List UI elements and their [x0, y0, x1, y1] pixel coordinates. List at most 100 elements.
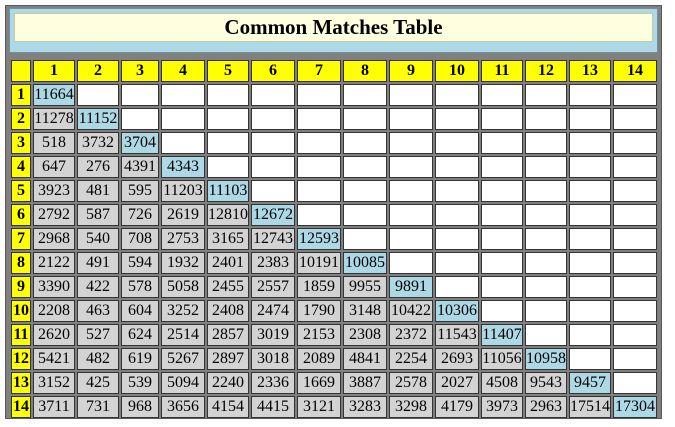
empty-cell [481, 180, 523, 202]
column-header-5: 5 [207, 60, 249, 82]
table-cell: 4415 [251, 396, 295, 418]
empty-cell [613, 180, 657, 202]
table-cell: 2401 [207, 252, 249, 274]
diagonal-cell: 11407 [481, 324, 523, 346]
empty-cell [343, 228, 387, 250]
row-header-2: 2 [11, 108, 31, 130]
empty-cell [297, 180, 341, 202]
empty-cell [569, 84, 611, 106]
table-cell: 594 [121, 252, 159, 274]
empty-cell [435, 132, 479, 154]
row-header-8: 8 [11, 252, 31, 274]
header-row: 1 2 3 4 5 6 7 8 9 10 11 12 13 14 [11, 60, 657, 82]
empty-cell [569, 228, 611, 250]
table-cell: 3019 [251, 324, 295, 346]
diagonal-cell: 12672 [251, 204, 295, 226]
empty-cell [121, 108, 159, 130]
matches-table-frame: Common Matches Table 1 2 3 4 5 6 7 8 9 10 11 12 13 14… [5, 5, 662, 419]
table-cell: 1669 [297, 372, 341, 394]
table-cell: 2968 [33, 228, 75, 250]
row-header-3: 3 [11, 132, 31, 154]
empty-cell [207, 132, 249, 154]
empty-cell [343, 84, 387, 106]
empty-cell [569, 204, 611, 226]
table-cell: 3152 [33, 372, 75, 394]
empty-cell [613, 156, 657, 178]
table-cell: 2208 [33, 300, 75, 322]
empty-cell [481, 252, 523, 274]
table-cell: 2308 [343, 324, 387, 346]
table-row: 13 3152 425 539 5094 2240 2336 1669 3887 2578 2027… [11, 372, 657, 394]
table-cell: 5421 [33, 348, 75, 370]
empty-cell [207, 84, 249, 106]
column-header-12: 12 [525, 60, 567, 82]
column-header-10: 10 [435, 60, 479, 82]
row-header-7: 7 [11, 228, 31, 250]
table-row: 1 11664 [11, 84, 657, 106]
empty-cell [525, 132, 567, 154]
table-cell: 540 [77, 228, 119, 250]
table-cell: 3973 [481, 396, 523, 418]
table-cell: 4154 [207, 396, 249, 418]
table-cell: 968 [121, 396, 159, 418]
empty-cell [161, 108, 205, 130]
empty-cell [613, 108, 657, 130]
empty-cell [481, 228, 523, 250]
empty-cell [343, 180, 387, 202]
table-cell: 10191 [297, 252, 341, 274]
empty-cell [435, 156, 479, 178]
diagonal-cell: 10085 [343, 252, 387, 274]
empty-cell [251, 156, 295, 178]
table-cell: 2792 [33, 204, 75, 226]
table-row: 11 2620 527 624 2514 2857 3019 2153 2308 2372 1154… [11, 324, 657, 346]
table-cell: 604 [121, 300, 159, 322]
table-cell: 4391 [121, 156, 159, 178]
table-cell: 3018 [251, 348, 295, 370]
column-header-11: 11 [481, 60, 523, 82]
empty-cell [297, 156, 341, 178]
empty-cell [481, 132, 523, 154]
empty-cell [525, 252, 567, 274]
table-cell: 2372 [389, 324, 433, 346]
empty-cell [569, 348, 611, 370]
row-header-4: 4 [11, 156, 31, 178]
table-cell: 10422 [389, 300, 433, 322]
empty-cell [613, 300, 657, 322]
table-cell: 2963 [525, 396, 567, 418]
empty-cell [569, 300, 611, 322]
empty-cell [481, 108, 523, 130]
empty-cell [251, 108, 295, 130]
diagonal-cell: 11152 [77, 108, 119, 130]
empty-cell [343, 108, 387, 130]
empty-cell [525, 300, 567, 322]
empty-cell [569, 180, 611, 202]
column-header-4: 4 [161, 60, 205, 82]
table-cell: 2383 [251, 252, 295, 274]
table-cell: 1859 [297, 276, 341, 298]
table-cell: 3923 [33, 180, 75, 202]
empty-cell [389, 252, 433, 274]
empty-cell [525, 228, 567, 250]
diagonal-cell: 12593 [297, 228, 341, 250]
empty-cell [481, 84, 523, 106]
column-header-13: 13 [569, 60, 611, 82]
table-row: 2 11278 11152 [11, 108, 657, 130]
table-cell: 5094 [161, 372, 205, 394]
table-row: 8 2122 491 594 1932 2401 2383 10191 10085 [11, 252, 657, 274]
empty-cell [569, 276, 611, 298]
table-cell: 2514 [161, 324, 205, 346]
table-cell: 481 [77, 180, 119, 202]
empty-cell [435, 252, 479, 274]
diagonal-cell: 9891 [389, 276, 433, 298]
table-cell: 539 [121, 372, 159, 394]
table-row: 7 2968 540 708 2753 3165 12743 12593 [11, 228, 657, 250]
row-header-9: 9 [11, 276, 31, 298]
empty-cell [343, 132, 387, 154]
empty-cell [525, 276, 567, 298]
table-title: Common Matches Table [14, 13, 653, 42]
empty-cell [343, 156, 387, 178]
empty-cell [613, 324, 657, 346]
row-header-1: 1 [11, 84, 31, 106]
table-cell: 595 [121, 180, 159, 202]
empty-cell [481, 300, 523, 322]
